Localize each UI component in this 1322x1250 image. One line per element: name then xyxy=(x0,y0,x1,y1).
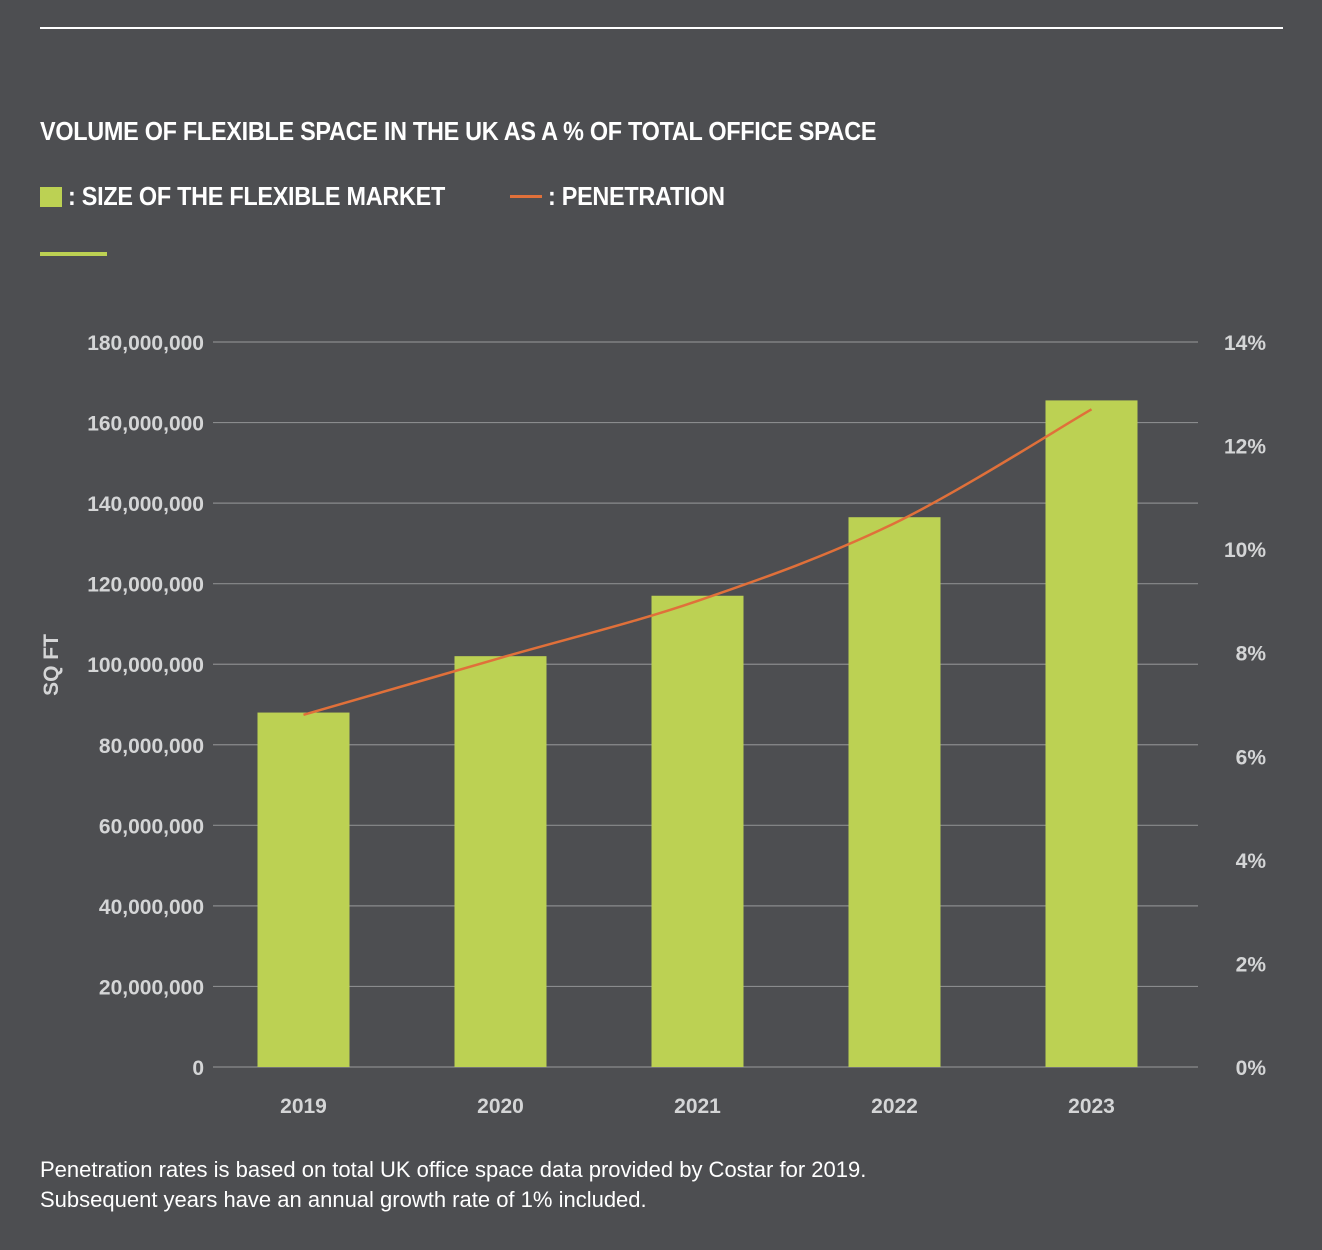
penetration-line xyxy=(303,408,1093,717)
x-tick-label: 2021 xyxy=(674,1095,721,1118)
accent-rule xyxy=(40,252,107,256)
legend-label-bar: : SIZE OF THE FLEXIBLE MARKET xyxy=(68,181,445,211)
y-tick-label: 0 xyxy=(192,1057,204,1080)
legend-item-line: : PENETRATION xyxy=(510,181,744,212)
y-tick-label: 100,000,000 xyxy=(87,654,204,677)
y-tick-label: 40,000,000 xyxy=(99,896,204,919)
chart-title: VOLUME OF FLEXIBLE SPACE IN THE UK AS A … xyxy=(40,116,877,146)
bar-2019 xyxy=(257,712,350,1067)
y2-tick-label: 2% xyxy=(1236,953,1267,976)
y2-tick-label: 14% xyxy=(1224,332,1266,355)
y2-tick-label: 6% xyxy=(1236,746,1267,769)
y2-tick-label: 12% xyxy=(1224,436,1266,459)
legend-item-bar: : SIZE OF THE FLEXIBLE MARKET xyxy=(40,181,487,212)
legend-label-line: : PENETRATION xyxy=(548,181,725,211)
y-tick-label: 80,000,000 xyxy=(99,735,204,758)
chart: 0 20,000,000 40,000,000 60,000,000 80,000,00… xyxy=(40,332,1267,1118)
legend-swatch-line xyxy=(510,195,542,198)
legend-swatch-bar xyxy=(40,186,62,207)
y-axis-label: SQ FT xyxy=(40,634,63,696)
footnote-line-2: Subsequent years have an annual growth r… xyxy=(40,1187,647,1212)
top-rule xyxy=(40,27,1283,29)
x-tick-label: 2023 xyxy=(1068,1095,1115,1118)
footnote-line-1: Penetration rates is based on total UK o… xyxy=(40,1157,867,1182)
bar-2020 xyxy=(454,656,547,1067)
y2-tick-label: 10% xyxy=(1224,539,1266,562)
bar-2022 xyxy=(848,517,941,1067)
y-tick-label: 120,000,000 xyxy=(87,574,204,597)
x-tick-label: 2020 xyxy=(477,1095,524,1118)
y-tick-label: 20,000,000 xyxy=(99,976,204,999)
x-tick-label: 2022 xyxy=(871,1095,918,1118)
x-tick-label: 2019 xyxy=(280,1095,327,1118)
y2-tick-label: 4% xyxy=(1236,850,1267,873)
y-tick-label: 160,000,000 xyxy=(87,413,204,436)
y-tick-label: 180,000,000 xyxy=(87,332,204,355)
y-tick-label: 60,000,000 xyxy=(99,815,204,838)
footnote: Penetration rates is based on total UK o… xyxy=(40,1155,866,1215)
y-tick-label: 140,000,000 xyxy=(87,493,204,516)
y2-tick-label: 0% xyxy=(1236,1057,1267,1080)
y2-tick-label: 8% xyxy=(1236,643,1267,666)
bar-2021 xyxy=(651,595,744,1067)
bar-2023 xyxy=(1045,400,1138,1067)
